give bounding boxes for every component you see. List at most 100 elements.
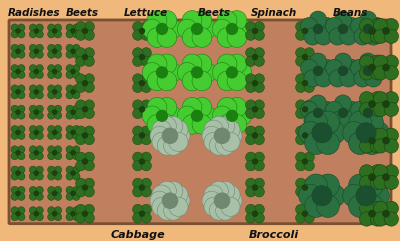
Circle shape (171, 126, 190, 145)
Circle shape (246, 56, 256, 67)
Circle shape (71, 29, 75, 33)
Circle shape (383, 137, 389, 144)
Circle shape (11, 207, 18, 214)
Circle shape (296, 161, 306, 171)
Circle shape (141, 100, 152, 110)
Circle shape (299, 121, 322, 144)
Circle shape (48, 24, 55, 31)
Circle shape (66, 91, 74, 99)
Circle shape (192, 67, 202, 78)
Circle shape (322, 184, 345, 207)
Circle shape (72, 85, 80, 92)
Circle shape (71, 212, 75, 216)
Circle shape (169, 197, 188, 216)
Circle shape (29, 193, 37, 201)
Circle shape (305, 194, 328, 217)
Circle shape (11, 193, 18, 201)
Circle shape (209, 136, 228, 155)
Circle shape (82, 159, 88, 164)
Circle shape (147, 97, 167, 117)
Circle shape (349, 194, 372, 217)
Circle shape (72, 166, 80, 174)
Circle shape (54, 186, 62, 194)
Circle shape (18, 186, 25, 194)
Circle shape (360, 66, 374, 80)
Circle shape (52, 90, 57, 94)
Circle shape (157, 28, 177, 47)
Circle shape (384, 139, 398, 153)
Circle shape (29, 146, 37, 153)
Circle shape (157, 201, 176, 220)
Circle shape (246, 187, 256, 197)
Circle shape (383, 174, 389, 180)
Circle shape (29, 186, 37, 194)
Circle shape (11, 166, 18, 174)
Circle shape (141, 30, 152, 40)
Circle shape (54, 146, 62, 153)
Circle shape (72, 31, 80, 38)
Circle shape (304, 178, 314, 188)
Circle shape (152, 185, 171, 204)
Circle shape (82, 133, 88, 138)
Circle shape (221, 197, 240, 216)
Circle shape (84, 187, 94, 197)
Circle shape (16, 171, 20, 175)
Circle shape (370, 212, 384, 226)
Circle shape (16, 151, 20, 155)
Circle shape (370, 139, 384, 153)
Circle shape (365, 70, 382, 87)
Circle shape (48, 105, 55, 113)
Circle shape (36, 146, 43, 153)
Circle shape (72, 105, 80, 113)
Circle shape (296, 187, 306, 197)
Circle shape (162, 63, 182, 82)
Circle shape (36, 71, 43, 79)
Circle shape (157, 11, 177, 30)
Circle shape (254, 82, 264, 93)
Circle shape (360, 139, 374, 153)
Circle shape (192, 114, 212, 134)
Circle shape (54, 207, 62, 214)
Circle shape (216, 181, 235, 201)
Circle shape (72, 71, 80, 79)
Circle shape (48, 85, 55, 92)
Circle shape (343, 121, 366, 144)
Circle shape (302, 185, 308, 190)
Circle shape (340, 70, 357, 87)
Circle shape (132, 74, 143, 84)
Circle shape (384, 19, 398, 33)
Circle shape (157, 114, 177, 134)
Circle shape (11, 146, 18, 153)
Circle shape (300, 101, 318, 119)
Circle shape (370, 128, 384, 142)
Circle shape (29, 173, 37, 180)
Circle shape (254, 126, 264, 136)
Circle shape (66, 112, 74, 119)
Circle shape (34, 130, 38, 134)
Circle shape (304, 152, 314, 162)
Circle shape (364, 25, 372, 33)
Circle shape (132, 161, 143, 171)
Circle shape (11, 91, 18, 99)
Circle shape (254, 100, 264, 110)
Circle shape (141, 187, 152, 197)
Circle shape (204, 185, 223, 204)
Circle shape (82, 28, 88, 33)
Circle shape (254, 161, 264, 171)
Circle shape (214, 193, 230, 208)
Circle shape (246, 126, 256, 136)
Circle shape (84, 74, 94, 84)
Circle shape (132, 82, 143, 93)
Circle shape (365, 112, 382, 129)
Circle shape (29, 91, 37, 99)
Circle shape (82, 81, 88, 86)
Circle shape (84, 213, 94, 223)
Circle shape (246, 161, 256, 171)
Circle shape (192, 97, 212, 117)
Circle shape (76, 213, 86, 223)
Circle shape (84, 48, 94, 58)
Circle shape (72, 146, 80, 153)
Circle shape (141, 56, 152, 67)
Circle shape (16, 49, 20, 53)
Circle shape (217, 71, 237, 91)
